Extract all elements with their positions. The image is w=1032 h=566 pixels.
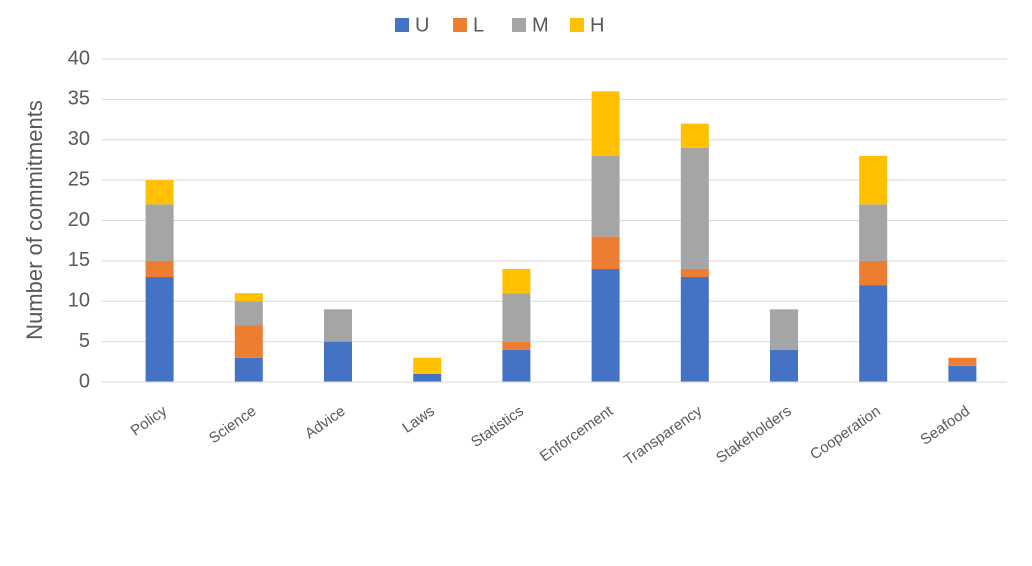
legend-swatch [570,18,584,32]
legend-swatch [512,18,526,32]
bar-segment [234,325,263,358]
y-tick-label: 10 [68,290,90,312]
bar-segment [234,357,263,382]
bar-segment [591,91,620,156]
bar-segment [413,373,442,382]
y-tick-label: 40 [68,47,90,69]
bar-segment [591,155,620,237]
bar-segment [591,236,620,269]
legend-label: H [590,14,604,36]
bar-segment [680,268,709,278]
bar-segment [145,277,174,382]
y-axis-title: Number of commitments [22,100,47,340]
bar-segment [770,309,798,350]
bar-segment [859,155,888,205]
bar-segment [502,268,531,294]
y-tick-label: 20 [68,209,90,231]
y-tick-label: 35 [68,88,90,110]
bar-segment [591,268,620,382]
bar-segment [948,357,977,366]
x-tick-label: Stakeholders [713,403,794,467]
y-tick-label: 5 [79,330,90,352]
bar-segment [502,349,531,382]
bar-segment [770,349,798,382]
bar-segment [948,365,977,382]
legend-swatch [395,18,409,32]
bar-segment [413,357,442,374]
bar-segment [859,260,888,286]
x-tick-label: Statistics [468,403,527,451]
y-tick-label: 30 [68,128,90,150]
bar-segment [145,260,174,278]
x-tick-label: Cooperation [807,403,884,464]
bar-segment [324,309,352,342]
bar-segment [680,277,709,382]
legend-label: L [473,14,484,36]
bar-segment [680,147,709,269]
bar-segment [859,204,888,261]
bar-segment [502,341,531,350]
y-tick-label: 15 [68,249,90,271]
x-tick-label: Advice [302,403,349,443]
legend-label: M [532,14,549,36]
bar-segment [145,180,174,205]
bar-segment [234,301,263,326]
y-tick-label: 25 [68,168,90,190]
bar-segment [859,285,888,382]
bar-segment [502,293,531,342]
bar-segment [680,123,709,148]
legend-label: U [415,14,429,36]
y-tick-label: 0 [79,370,90,392]
bar-segment [145,204,174,261]
x-tick-label: Enforcement [537,402,617,465]
x-tick-label: Science [206,403,259,448]
bar-segment [234,293,263,302]
x-tick-label: Policy [128,402,171,439]
x-tick-label: Laws [399,403,437,437]
legend-swatch [453,18,467,32]
bar-segment [324,341,352,382]
x-tick-label: Seafood [917,403,973,449]
x-tick-label: Transparency [621,402,706,468]
